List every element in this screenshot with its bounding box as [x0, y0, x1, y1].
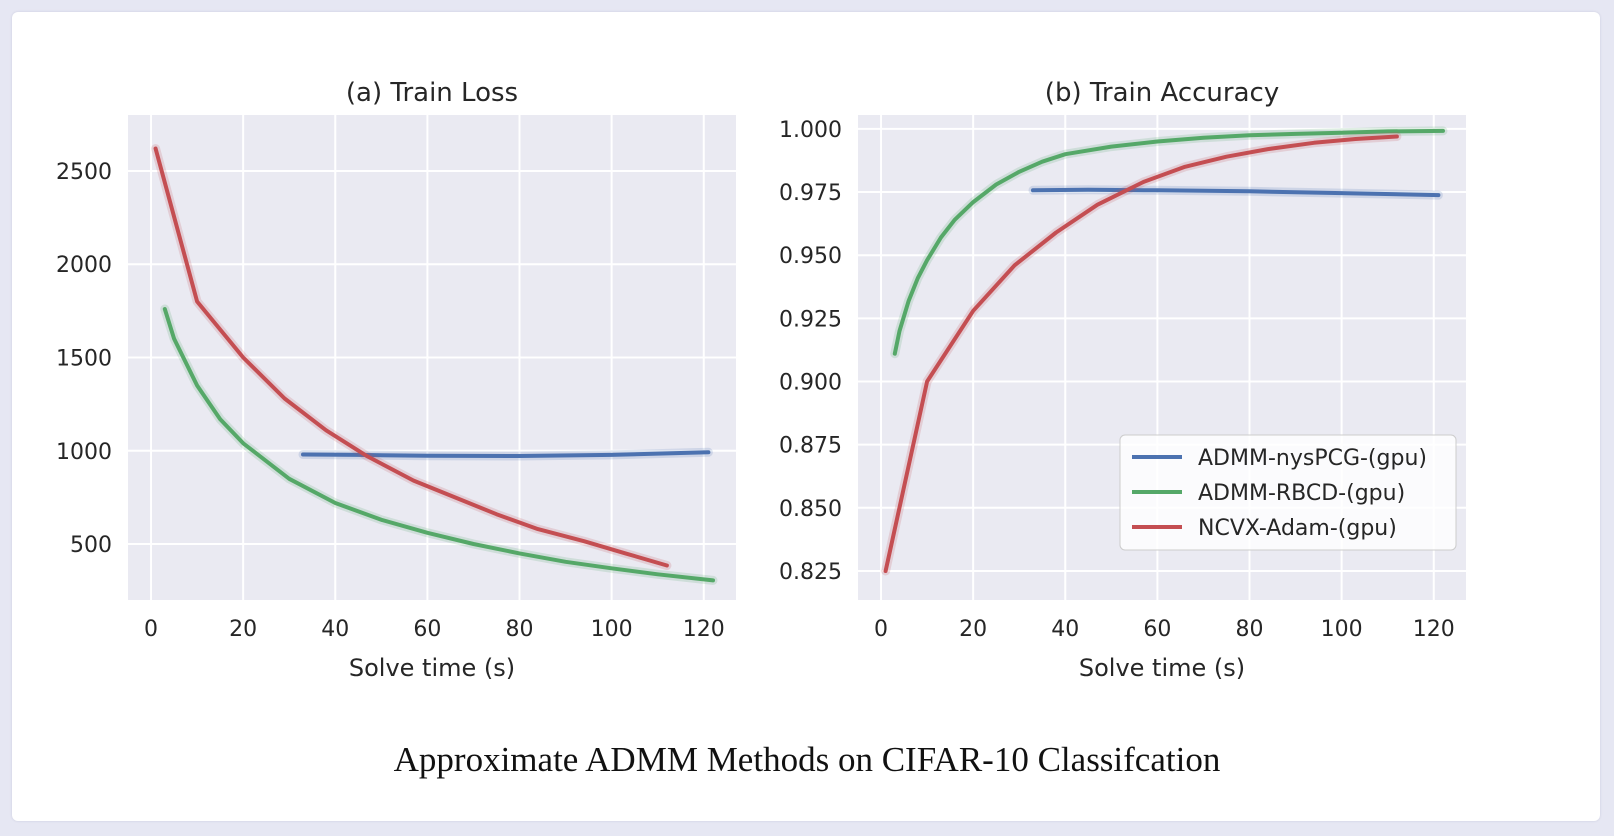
x-axis-label: Solve time (s): [1079, 654, 1245, 682]
x-tick-label: 60: [413, 617, 441, 642]
series-line: [883, 134, 1399, 573]
y-tick-label: 0.825: [779, 560, 842, 585]
x-tick-label: 20: [229, 617, 257, 642]
x-tick-label: 120: [1413, 617, 1455, 642]
y-tick-label: 500: [70, 533, 112, 558]
figure-caption: Approximate ADMM Methods on CIFAR-10 Cla…: [393, 740, 1221, 779]
legend: ADMM-nysPCG-(gpu) ADMM-RBCD-(gpu) NCVX-Ada…: [1119, 434, 1457, 551]
x-tick-label: 80: [1236, 617, 1264, 642]
x-axis-label: Solve time (s): [349, 654, 515, 682]
series-line: [162, 307, 715, 583]
legend-label: NCVX-Adam-(gpu): [1198, 516, 1397, 541]
y-tick-label: 1.000: [779, 118, 842, 143]
legend-label: ADMM-nysPCG-(gpu): [1198, 446, 1427, 471]
y-tick-label: 1500: [56, 347, 112, 372]
x-tick-label: 20: [959, 617, 987, 642]
x-tick-label: 80: [506, 617, 534, 642]
y-tick-label: 0.975: [779, 181, 842, 206]
y-tick-label: 2500: [56, 160, 112, 185]
x-tick-label: 0: [874, 617, 888, 642]
chart-title: (a) Train Loss: [346, 78, 518, 108]
legend-box: [1119, 434, 1457, 551]
x-tick-label: 60: [1143, 617, 1171, 642]
x-tick-label: 0: [144, 617, 158, 642]
chart-panel-2: 0 20 40 60 80 100 120 0.825 0.850 0.875 0.900 0.925…: [779, 78, 1466, 682]
y-tick-label: 0.900: [779, 370, 842, 395]
x-tick-label: 40: [1051, 617, 1079, 642]
series-line: [153, 146, 669, 568]
y-tick-label: 0.950: [779, 244, 842, 269]
chart-panel-1: 0 20 40 60 80 100 120 500 1000 1500 2000 2500 (a) Tr…: [56, 78, 736, 682]
x-tick-label: 120: [683, 617, 725, 642]
x-tick-label: 100: [591, 617, 633, 642]
x-tick-label: 100: [1321, 617, 1363, 642]
series-line: [1031, 187, 1441, 198]
series-line: [301, 450, 711, 458]
y-tick-label: 2000: [56, 253, 112, 278]
series-line: [892, 128, 1445, 356]
y-tick-label: 0.925: [779, 307, 842, 332]
legend-label: ADMM-RBCD-(gpu): [1198, 481, 1405, 506]
y-tick-label: 0.875: [779, 434, 842, 459]
x-tick-label: 40: [321, 617, 349, 642]
y-tick-label: 1000: [56, 440, 112, 465]
y-tick-label: 0.850: [779, 497, 842, 522]
chart-title: (b) Train Accuracy: [1045, 78, 1279, 108]
